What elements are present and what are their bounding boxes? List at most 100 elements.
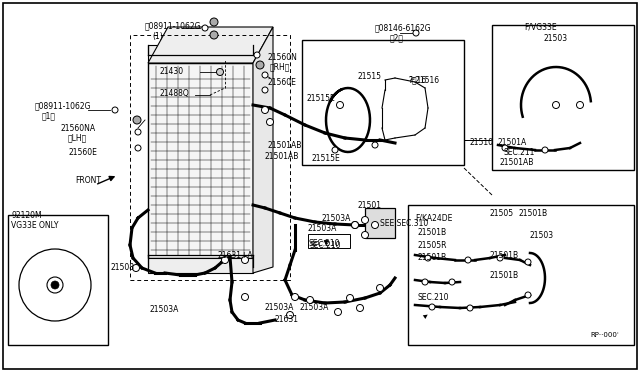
Circle shape (335, 308, 342, 315)
Text: 21505: 21505 (490, 208, 514, 218)
Circle shape (216, 68, 223, 76)
Circle shape (422, 279, 428, 285)
Circle shape (135, 129, 141, 135)
Circle shape (210, 18, 218, 26)
Text: 21501: 21501 (358, 201, 382, 209)
Polygon shape (253, 27, 273, 273)
Bar (8, 215, 108, 345)
Circle shape (332, 147, 338, 153)
Circle shape (372, 142, 378, 148)
Text: SEC.210: SEC.210 (309, 238, 340, 247)
Text: （1）: （1） (42, 112, 56, 121)
Circle shape (307, 296, 314, 304)
Circle shape (465, 257, 471, 263)
Circle shape (256, 61, 264, 69)
Circle shape (351, 221, 358, 228)
Circle shape (262, 72, 268, 78)
Text: 21501B: 21501B (418, 253, 447, 263)
Circle shape (291, 294, 298, 301)
Text: 21503A: 21503A (300, 304, 330, 312)
Text: 21505R: 21505R (418, 241, 447, 250)
Text: SEE SEC.310: SEE SEC.310 (380, 218, 428, 228)
Text: Ⓑ08146-6162G: Ⓑ08146-6162G (375, 23, 431, 32)
Text: (1): (1) (152, 32, 163, 41)
Text: 21501B: 21501B (490, 270, 519, 279)
Text: 21503: 21503 (530, 231, 554, 240)
Circle shape (266, 119, 273, 125)
Text: 21430: 21430 (160, 67, 184, 76)
Text: 21560E: 21560E (68, 148, 97, 157)
Circle shape (51, 281, 59, 289)
Circle shape (262, 87, 268, 93)
Text: ⓝ08911-1062G: ⓝ08911-1062G (145, 22, 202, 31)
Circle shape (449, 279, 455, 285)
Circle shape (19, 249, 91, 321)
Text: F/VG33E: F/VG33E (524, 22, 557, 32)
Circle shape (133, 116, 141, 124)
Circle shape (202, 25, 208, 31)
Polygon shape (148, 27, 273, 63)
Circle shape (376, 285, 383, 292)
Circle shape (262, 106, 269, 113)
Circle shape (362, 231, 369, 238)
Text: 21501B: 21501B (490, 250, 519, 260)
Circle shape (577, 102, 584, 109)
Circle shape (346, 295, 353, 301)
Bar (130, 35, 290, 280)
Circle shape (47, 277, 63, 293)
Text: VG33E ONLY: VG33E ONLY (11, 221, 58, 230)
Circle shape (467, 305, 473, 311)
Circle shape (525, 292, 531, 298)
Circle shape (135, 145, 141, 151)
Circle shape (241, 257, 248, 263)
Text: 21503A: 21503A (322, 214, 351, 222)
Bar (302, 40, 464, 165)
Text: 21515: 21515 (358, 71, 382, 80)
Text: 21631+A: 21631+A (218, 250, 253, 260)
Text: ?㈕16: ?㈕16 (408, 76, 426, 84)
Text: 21631: 21631 (275, 315, 299, 324)
Text: （LH）: （LH） (68, 134, 87, 142)
Text: FRONT: FRONT (75, 176, 101, 185)
Text: ?²21516: ?²21516 (408, 76, 439, 84)
Circle shape (429, 304, 435, 310)
Circle shape (287, 311, 294, 318)
Bar (492, 25, 634, 170)
Bar (365, 208, 395, 238)
Circle shape (413, 30, 419, 36)
Text: 21508: 21508 (110, 263, 134, 273)
Text: 21501AB: 21501AB (500, 157, 534, 167)
Circle shape (356, 305, 364, 311)
Text: （2）: （2） (390, 33, 404, 42)
Text: 92120M: 92120M (11, 211, 42, 219)
Bar (408, 205, 634, 345)
Text: SEC.210: SEC.210 (418, 294, 449, 302)
Circle shape (502, 145, 508, 151)
Text: 21510: 21510 (470, 138, 494, 147)
Text: ⓝ08911-1062G: ⓝ08911-1062G (35, 102, 92, 110)
Circle shape (221, 257, 228, 263)
Text: 21488Q: 21488Q (160, 89, 189, 97)
Circle shape (542, 147, 548, 153)
Text: F/KA24DE: F/KA24DE (415, 214, 452, 222)
Circle shape (497, 255, 503, 261)
Text: 21501B: 21501B (418, 228, 447, 237)
Circle shape (371, 221, 378, 228)
Text: SEC.210: SEC.210 (310, 241, 342, 250)
Circle shape (241, 294, 248, 301)
Circle shape (337, 102, 344, 109)
Text: SEC.211: SEC.211 (504, 148, 536, 157)
Text: 21501B: 21501B (519, 208, 548, 218)
Text: （RH）: （RH） (270, 62, 291, 71)
Bar (148, 63, 253, 258)
Bar (148, 45, 253, 63)
Text: 21501AB: 21501AB (265, 151, 300, 160)
Text: 21503A: 21503A (150, 305, 179, 314)
Text: RP··000ʾ: RP··000ʾ (590, 332, 619, 338)
Circle shape (254, 52, 260, 58)
Circle shape (525, 259, 531, 265)
Circle shape (132, 264, 140, 272)
Text: 21503: 21503 (544, 33, 568, 42)
Text: 21560N: 21560N (268, 52, 298, 61)
Circle shape (112, 107, 118, 113)
